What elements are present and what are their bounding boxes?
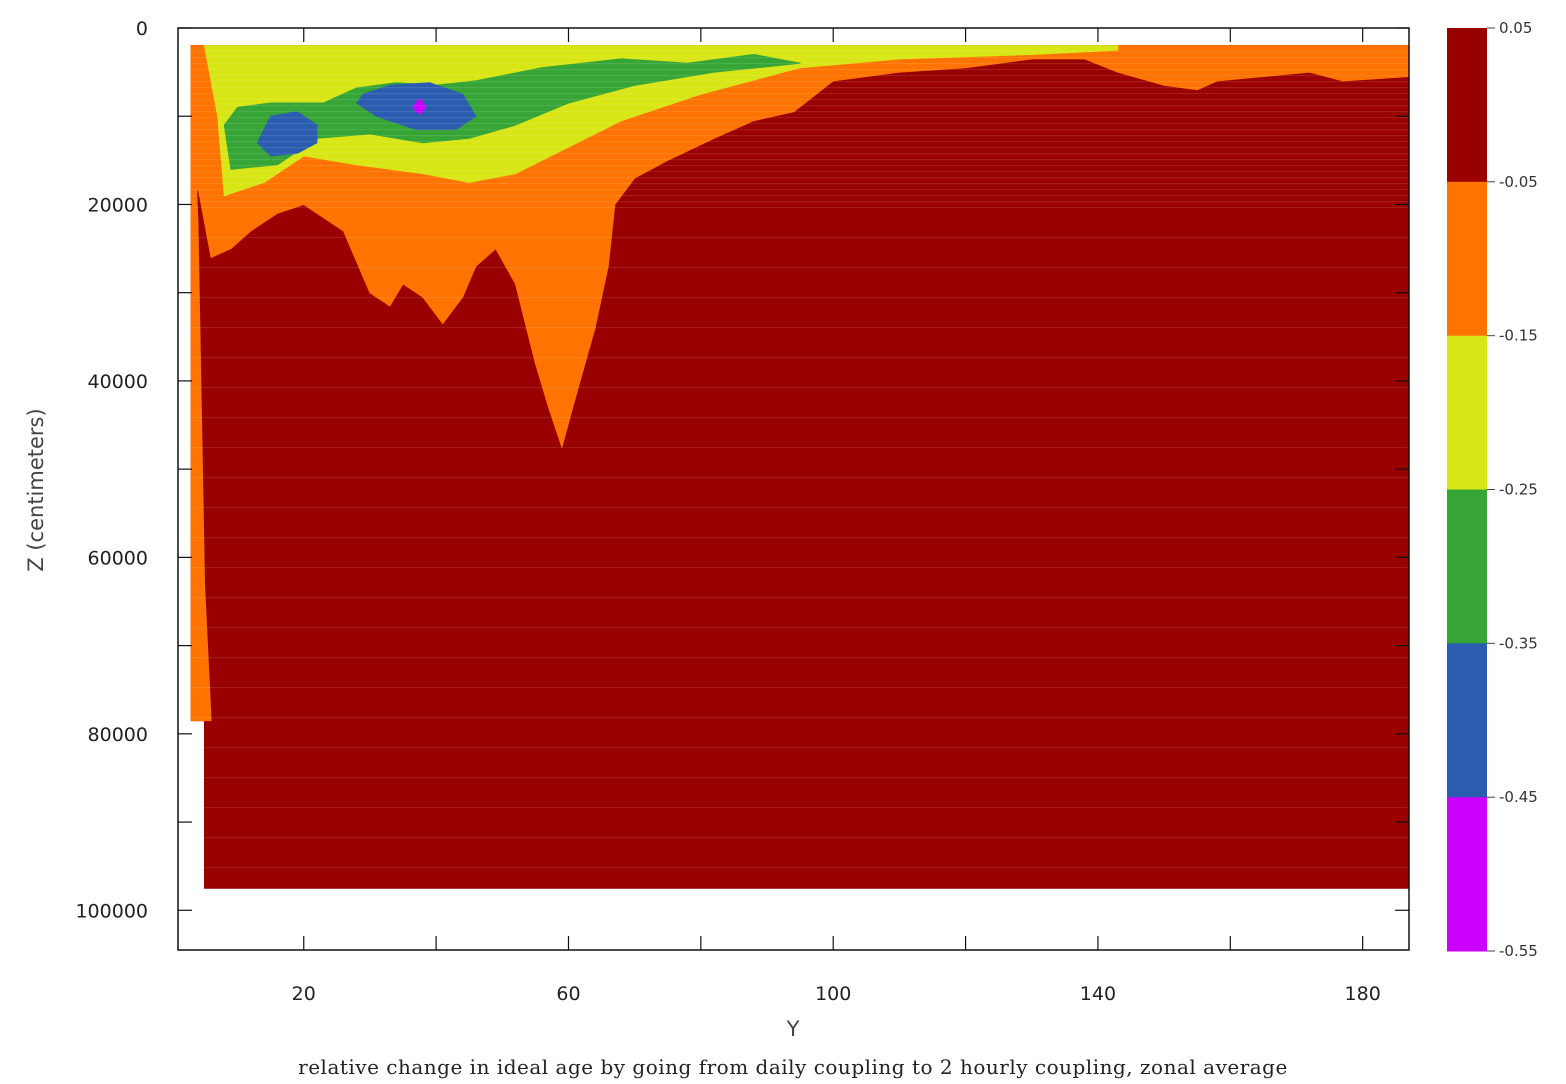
colorbar-swatch [1447,181,1487,337]
plot-area [190,45,1409,889]
colorbar: 0.05 -0.05 -0.15 -0.25 -0.35 -0.45 -0.55 [1447,19,1538,960]
x-tick-label: 180 [1345,983,1381,1005]
y-axis: 0 20000 40000 60000 80000 100000 [75,18,1409,922]
colorbar-label: -0.25 [1499,481,1538,499]
colorbar-label: -0.15 [1499,327,1538,345]
grid-texture [191,51,1409,869]
colorbar-swatch [1447,335,1487,490]
colorbar-label: -0.05 [1499,173,1538,191]
x-tick-label: 140 [1080,983,1116,1005]
contour-region-4 [223,54,801,170]
contour-region-2 [190,45,212,722]
colorbar-swatch [1447,797,1487,952]
colorbar-label: -0.45 [1499,788,1538,806]
colorbar-swatch [1447,643,1487,798]
colorbar-label: 0.05 [1499,19,1532,37]
y-tick-label: 100000 [75,900,148,922]
colorbar-label: -0.35 [1499,634,1538,652]
x-axis: 20 60 100 140 180 [292,28,1381,1005]
colorbar-swatch [1447,489,1487,644]
y-tick-label: 80000 [88,724,148,746]
plot-frame [177,27,1410,951]
contour-region-7 [412,98,427,115]
y-tick-label: 20000 [88,194,148,216]
x-axis-title: Y [786,1017,800,1041]
x-tick-label: 100 [815,983,851,1005]
colorbar-swatch [1447,28,1487,183]
y-tick-label: 60000 [88,547,148,569]
chart-caption: relative change in ideal age by going fr… [298,1055,1288,1079]
x-tick-label: 60 [556,983,580,1005]
y-tick-label: 0 [136,18,148,40]
y-tick-label: 40000 [88,371,148,393]
contour-region-5 [256,111,318,157]
contour-region-3 [204,45,1119,197]
x-tick-label: 20 [292,983,316,1005]
colorbar-label: -0.55 [1499,942,1538,960]
y-axis-title: Z (centimeters) [24,408,48,571]
